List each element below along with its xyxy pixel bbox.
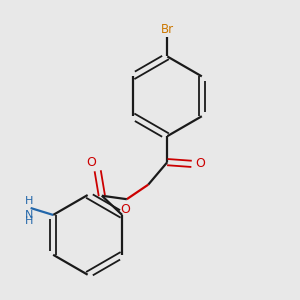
Text: N: N xyxy=(25,210,33,220)
Text: Br: Br xyxy=(161,23,174,36)
Text: H: H xyxy=(25,196,33,206)
Text: H: H xyxy=(25,216,33,226)
Text: O: O xyxy=(120,203,130,216)
Text: O: O xyxy=(196,158,206,170)
Text: O: O xyxy=(86,156,96,169)
